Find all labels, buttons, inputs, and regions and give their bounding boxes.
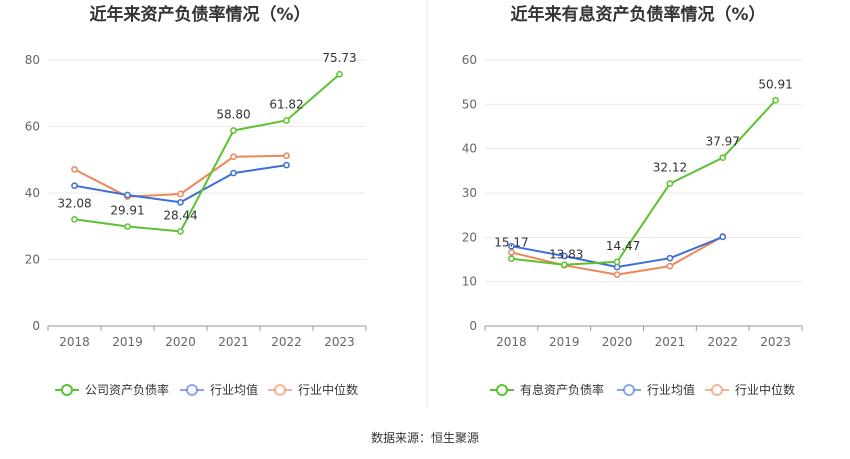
chart-interest-debt-ratio: 近年来有息资产负债率情况（%） 0 10 20 30 40 50 60 2018 2019 2020… <box>462 4 803 397</box>
y-tick-label: 0 <box>469 319 477 333</box>
data-point <box>560 252 568 260</box>
data-point <box>719 154 727 162</box>
x-tick-label: 2019 <box>549 335 580 349</box>
chart-title: 近年来资产负债率情况（%） <box>89 4 310 25</box>
x-tick-label: 2023 <box>760 335 791 349</box>
data-point <box>666 180 674 187</box>
data-label: 61.82 <box>269 97 303 111</box>
legend-label: 行业均值 <box>210 382 258 397</box>
data-point <box>283 117 290 124</box>
data-point <box>124 191 131 199</box>
data-point <box>508 242 515 250</box>
data-source-note: 数据来源：恒生聚源 <box>371 430 479 445</box>
x-tick-label: 2018 <box>496 335 527 349</box>
data-point <box>336 70 343 78</box>
data-point <box>283 161 290 169</box>
data-point <box>613 258 621 266</box>
legend-marker <box>623 384 635 396</box>
data-label: 50.91 <box>758 77 792 91</box>
chart-debt-ratio: 近年来资产负债率情况（%） 0 20 40 60 80 2018 2019 2020 2021 20… <box>25 4 367 397</box>
data-point <box>508 255 515 263</box>
data-label: 28.44 <box>163 208 197 222</box>
data-point <box>71 166 78 173</box>
x-tick-label: 2020 <box>602 335 633 349</box>
data-point <box>613 271 621 278</box>
data-label: 32.08 <box>57 196 91 210</box>
data-point <box>230 169 237 177</box>
data-point <box>719 233 727 241</box>
data-point <box>283 152 290 160</box>
data-point <box>230 127 237 134</box>
data-point <box>71 182 78 190</box>
data-point <box>613 263 621 271</box>
data-point <box>508 249 515 256</box>
x-tick-label: 2022 <box>271 335 302 349</box>
legend-label: 行业中位数 <box>735 382 795 397</box>
legend-label: 行业中位数 <box>298 382 358 397</box>
y-tick-label: 0 <box>32 319 40 333</box>
x-tick-label: 2018 <box>59 335 90 349</box>
y-tick-label: 40 <box>25 186 40 200</box>
legend-marker <box>496 384 508 396</box>
x-tick-label: 2022 <box>707 335 738 349</box>
data-point <box>177 198 184 206</box>
y-tick-label: 60 <box>462 53 477 67</box>
data-point <box>230 153 237 161</box>
x-tick-label: 2021 <box>218 335 249 349</box>
data-label: 75.73 <box>322 51 356 65</box>
data-point <box>177 228 184 235</box>
x-tick-label: 2021 <box>655 335 686 349</box>
y-tick-label: 30 <box>462 186 477 200</box>
data-label: 37.97 <box>706 135 740 149</box>
x-tick-label: 2019 <box>112 335 143 349</box>
data-point <box>666 254 674 262</box>
data-label: 32.12 <box>653 161 687 175</box>
y-tick-label: 80 <box>25 53 40 67</box>
data-label: 13.83 <box>549 248 583 262</box>
series-line <box>511 99 777 266</box>
series-line <box>74 73 341 233</box>
data-label: 15.17 <box>494 236 528 250</box>
data-point <box>177 190 184 198</box>
y-tick-label: 60 <box>25 120 40 134</box>
x-tick-label: 2020 <box>165 335 196 349</box>
legend-marker <box>711 384 723 396</box>
legend-marker <box>186 384 198 396</box>
data-point <box>71 215 78 223</box>
legend-marker <box>61 384 73 396</box>
data-label: 14.47 <box>606 239 640 253</box>
data-label: 58.80 <box>216 107 250 121</box>
x-tick-label: 2023 <box>324 335 355 349</box>
legend-marker <box>274 384 286 396</box>
legend-label: 公司资产负债率 <box>85 382 169 397</box>
data-label: 29.91 <box>110 204 144 218</box>
y-tick-label: 10 <box>462 275 477 289</box>
legend-label: 行业均值 <box>647 382 695 397</box>
y-tick-label: 50 <box>462 97 477 111</box>
y-tick-label: 20 <box>25 253 40 267</box>
data-point <box>666 262 674 270</box>
data-point <box>560 261 568 269</box>
y-tick-label: 20 <box>462 230 477 244</box>
chart-title: 近年来有息资产负债率情况（%） <box>510 4 765 25</box>
data-point <box>772 96 779 104</box>
legend-label: 有息资产负债率 <box>520 382 604 397</box>
y-tick-label: 40 <box>462 142 477 156</box>
data-point <box>124 223 131 230</box>
